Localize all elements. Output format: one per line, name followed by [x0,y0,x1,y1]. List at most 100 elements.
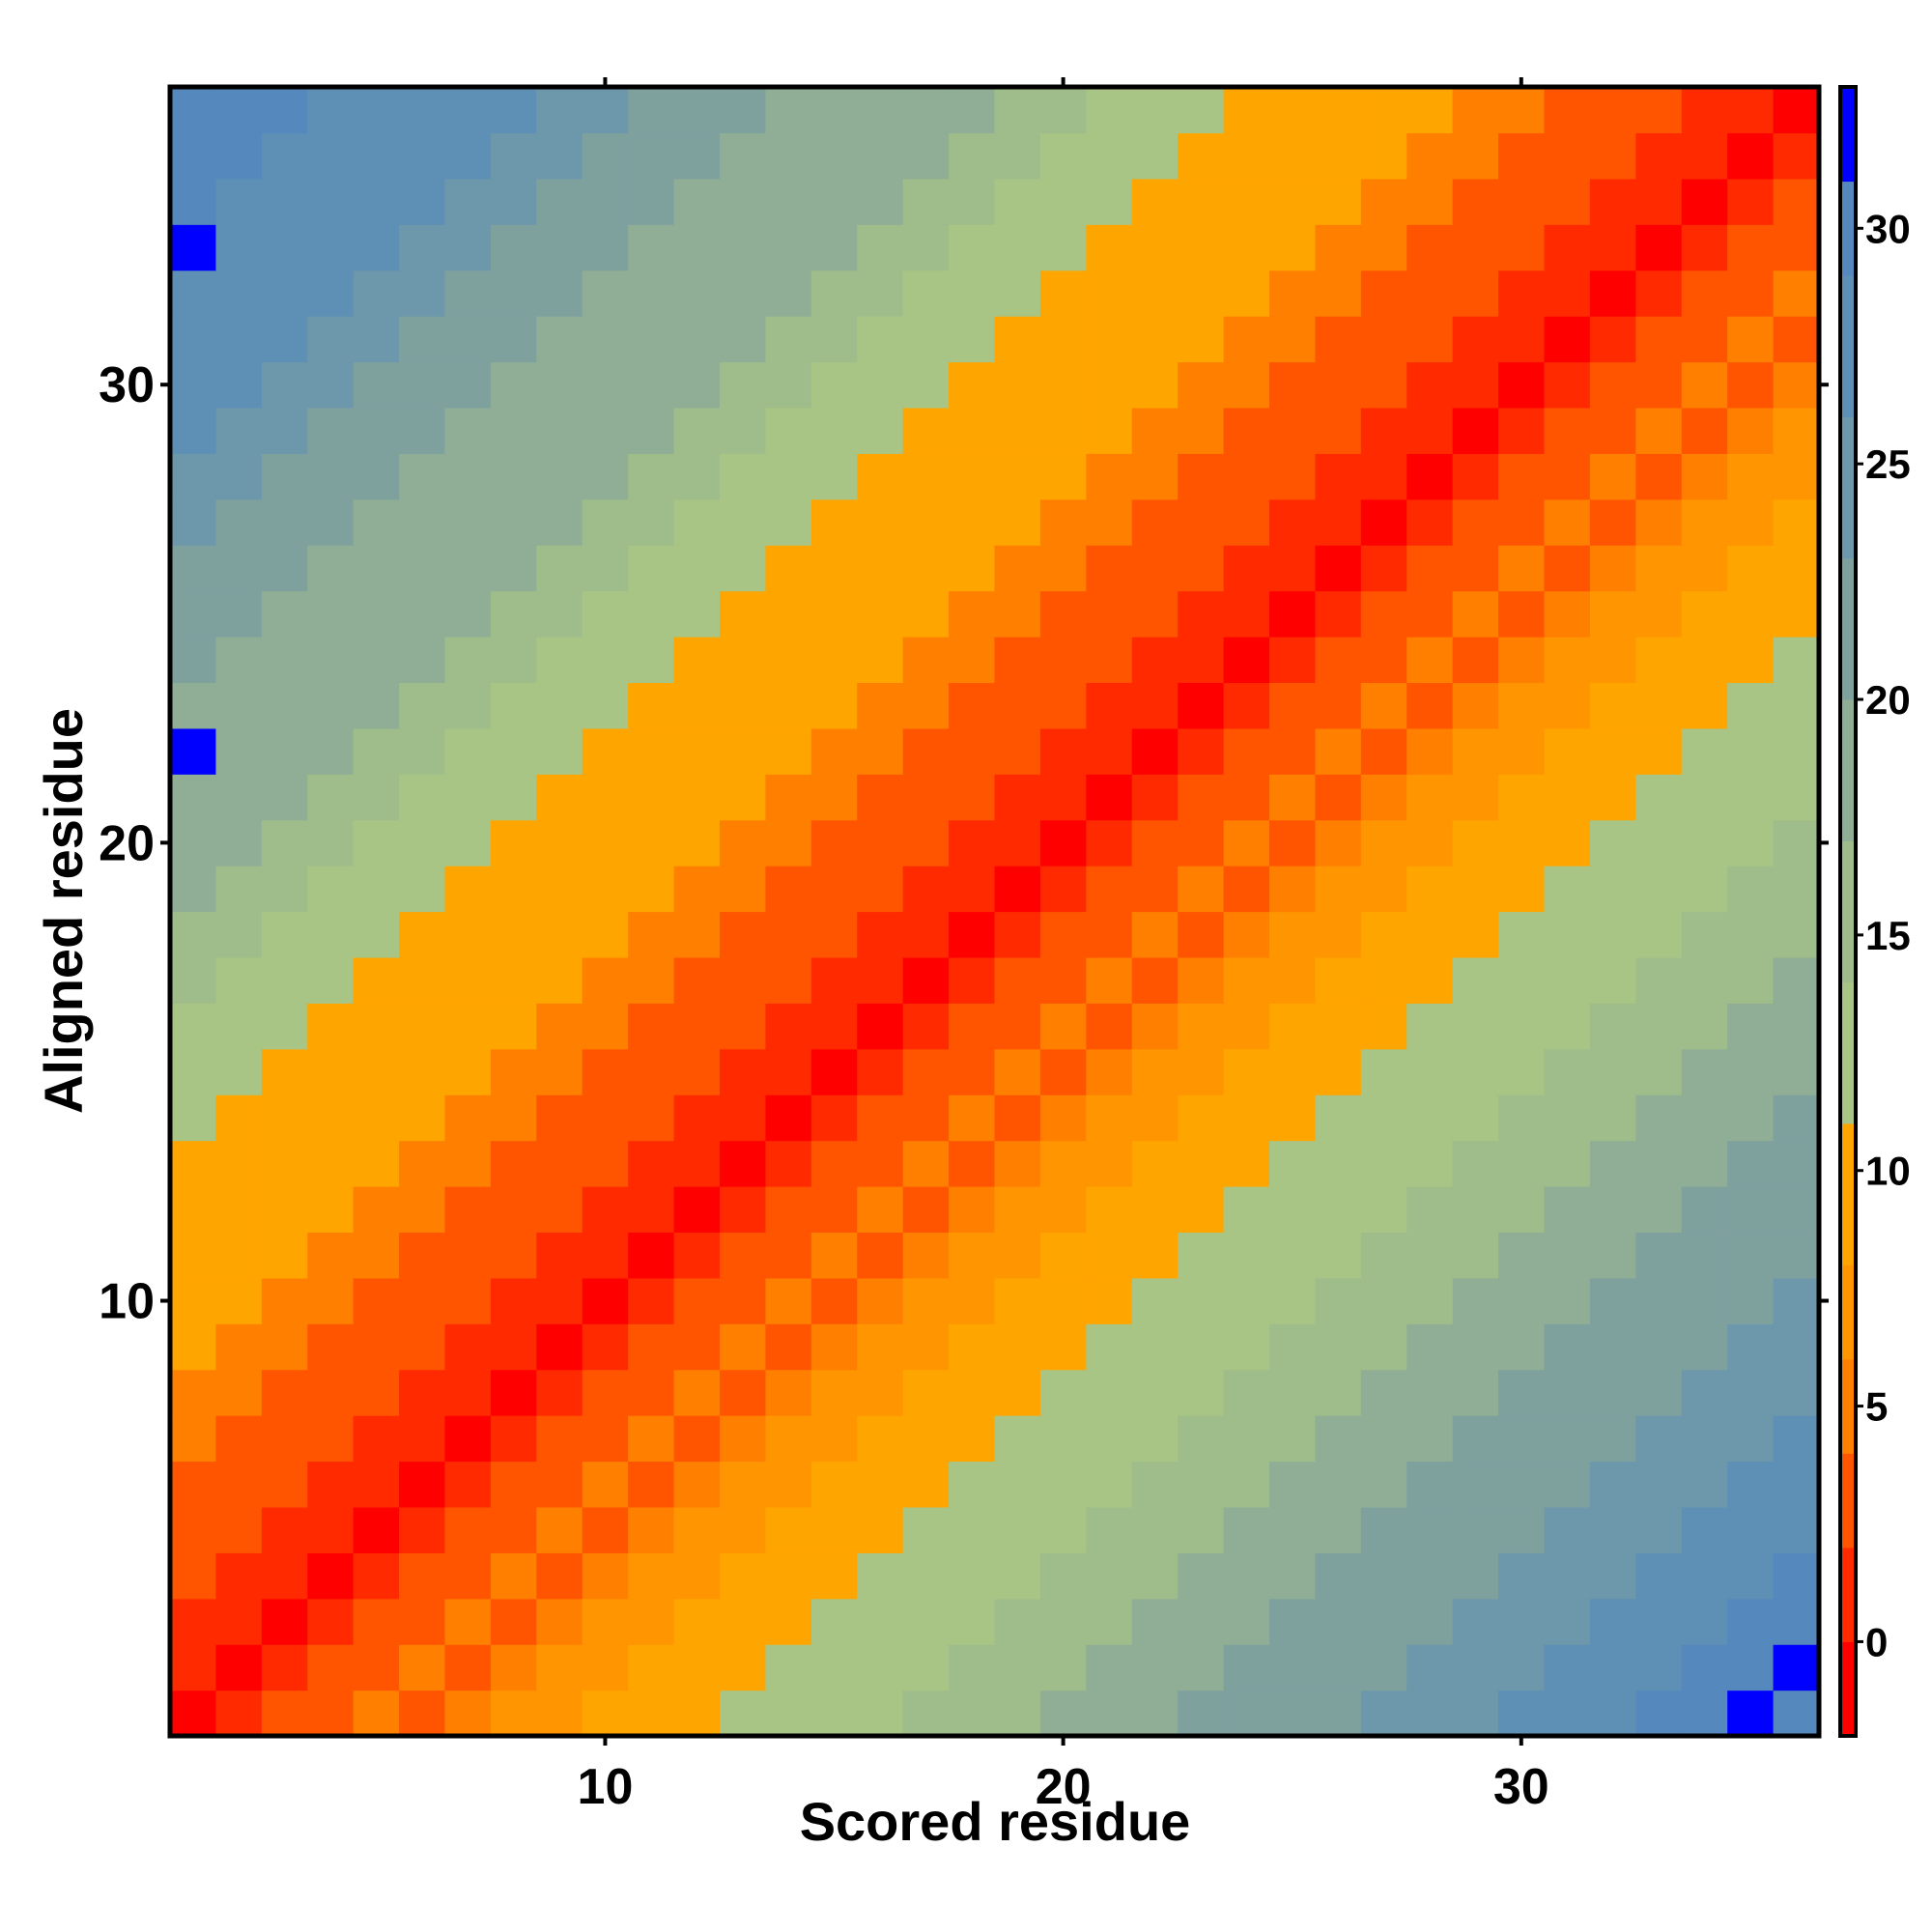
heatmap-cell [1727,407,1775,454]
heatmap-cell [490,590,537,638]
heatmap-cell [1406,1461,1454,1508]
heatmap-cell [1773,727,1820,775]
heatmap-cell [261,178,308,225]
heatmap-cell [720,1598,767,1645]
heatmap-cell [1589,1048,1636,1095]
heatmap-cell [1086,1552,1133,1600]
heatmap-cell [857,178,904,225]
heatmap-cell [1178,1094,1225,1142]
heatmap-cell [1269,178,1317,225]
heatmap-cell [1727,1277,1775,1324]
heatmap-cell [1039,637,1087,684]
heatmap-cell [582,1232,629,1279]
heatmap-cell [1589,1598,1636,1645]
heatmap-cell [1544,407,1591,454]
heatmap-cell [1269,1644,1317,1691]
heatmap-cell [215,1506,263,1553]
heatmap-cell [673,270,721,317]
heatmap-cell [765,1369,812,1416]
heatmap-cell [215,361,263,409]
heatmap-cell [399,1094,446,1142]
heatmap-cell [1498,132,1546,180]
heatmap-cell [1727,819,1775,867]
heatmap-cell [1360,453,1407,500]
heatmap-cell [1681,1232,1728,1279]
heatmap-cell [1452,866,1499,913]
heatmap-cell [1452,1690,1499,1737]
heatmap-cell [1178,178,1225,225]
heatmap-cell [1269,682,1317,729]
heatmap-cell [994,407,1041,454]
heatmap-cell [1727,361,1775,409]
heatmap-cell [1498,1461,1546,1508]
heatmap-cell [949,911,996,958]
heatmap-cell [1544,1461,1591,1508]
heatmap-cell [399,1644,446,1691]
heatmap-cell [1406,1232,1454,1279]
heatmap-cell [353,1461,400,1508]
heatmap-cell [307,1552,355,1600]
heatmap-cell [1315,407,1362,454]
heatmap-cell [1773,819,1820,867]
heatmap-cell [994,1369,1041,1416]
heatmap-cell [1178,361,1225,409]
heatmap-cell [353,774,400,821]
heatmap-cell [1315,361,1362,409]
heatmap-cell [170,590,217,638]
heatmap-cell [444,1186,492,1234]
heatmap-cell [1269,545,1317,592]
heatmap-cell [720,224,767,271]
heatmap-cell [1589,1186,1636,1234]
heatmap-cell [994,1644,1041,1691]
heatmap-cell [673,1690,721,1737]
legend-tick-label: 10 [1865,1149,1911,1194]
heatmap-cell [399,1461,446,1508]
heatmap-cell [261,1598,308,1645]
heatmap-cell [1360,407,1407,454]
heatmap-cell [810,911,858,958]
heatmap-cell [1727,1552,1775,1600]
heatmap-cell [857,956,904,1004]
heatmap-cell [902,1552,950,1600]
heatmap-cell [810,87,858,134]
heatmap-cell [170,1415,217,1463]
heatmap-cell [399,1690,446,1737]
heatmap-cell [1589,1277,1636,1324]
heatmap-cell [215,132,263,180]
legend-color-band [1840,87,1856,183]
heatmap-cell [353,453,400,500]
heatmap-cell [994,1598,1041,1645]
heatmap-cell [1178,1461,1225,1508]
heatmap-cell [949,407,996,454]
heatmap-cell [444,178,492,225]
heatmap-cell [536,590,583,638]
heatmap-cell [1635,1003,1683,1050]
heatmap-cell [857,270,904,317]
heatmap-cell [1223,87,1270,134]
heatmap-cell [1727,1369,1775,1416]
heatmap-cell [1360,178,1407,225]
heatmap-cell [1131,1003,1179,1050]
heatmap-cell [1360,1644,1407,1691]
heatmap-cell [1681,1506,1728,1553]
heatmap-cell [1086,590,1133,638]
heatmap-cell [536,1232,583,1279]
heatmap-cell [1360,1506,1407,1553]
heatmap-cell [628,1186,675,1234]
heatmap-cell [399,956,446,1004]
heatmap-cell [1681,1369,1728,1416]
heatmap-cell [1223,1094,1270,1142]
heatmap-cell [994,1232,1041,1279]
heatmap-cell [536,819,583,867]
heatmap-cell [353,270,400,317]
heatmap-cell [444,1644,492,1691]
heatmap-cell [582,1277,629,1324]
heatmap-cell [215,1644,263,1691]
heatmap-cell [307,1598,355,1645]
heatmap-cell [720,1140,767,1187]
heatmap-cell [444,1048,492,1095]
heatmap-cell [1269,1003,1317,1050]
heatmap-cell [261,1048,308,1095]
heatmap-cell [1360,1461,1407,1508]
heatmap-cell [215,270,263,317]
